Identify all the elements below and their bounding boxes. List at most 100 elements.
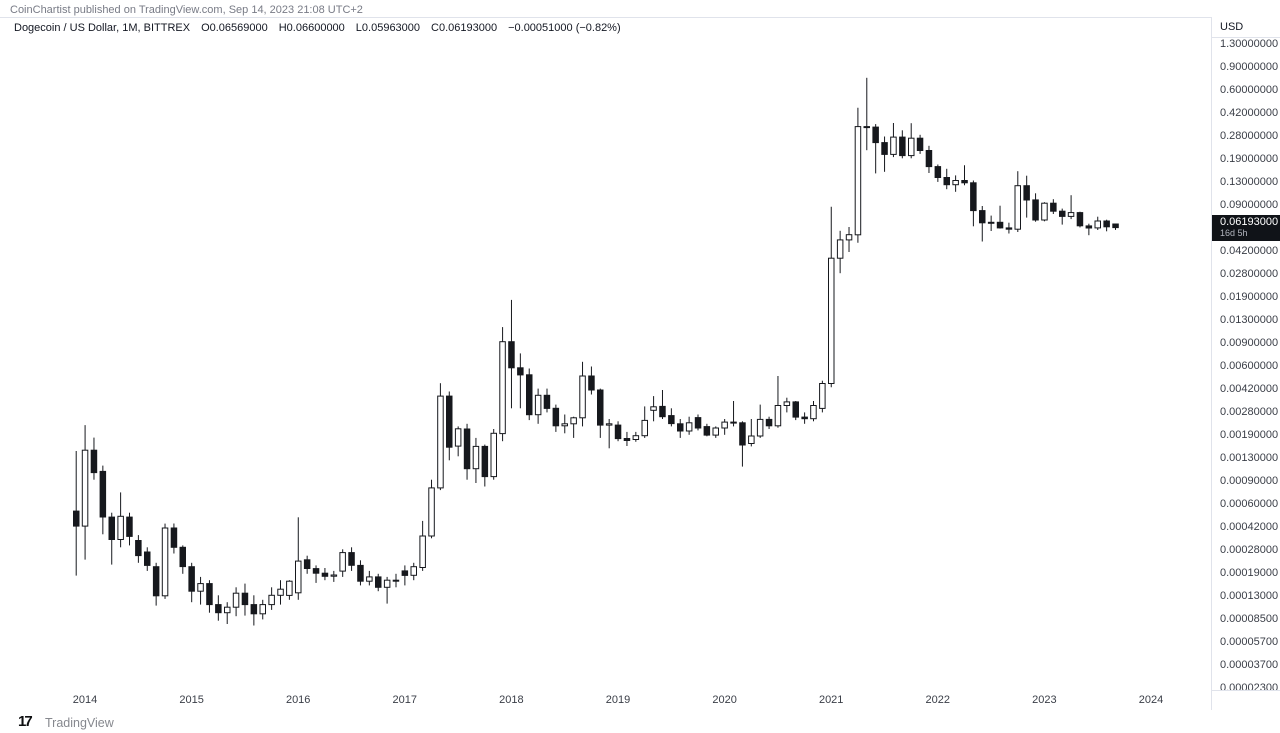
price-tick-label: 0.00002300 <box>1220 682 1279 694</box>
candle-2017-09 <box>472 437 480 483</box>
candle-2020-12 <box>819 380 826 413</box>
candle-2014-07 <box>135 535 142 563</box>
candle-2020-04 <box>748 419 755 447</box>
candle-2017-12 <box>499 327 506 442</box>
candle-2021-02 <box>836 230 844 274</box>
candle-2023-06 <box>1085 223 1093 236</box>
candle-2023-08 <box>1103 219 1110 232</box>
candle-2020-06 <box>765 416 773 429</box>
candle-2014-05 <box>117 492 124 548</box>
candle-2019-12 <box>712 426 719 438</box>
candle-2017-11 <box>490 429 497 480</box>
candle-2018-01 <box>508 299 515 409</box>
candle-2018-05 <box>543 388 551 413</box>
candle-2015-05 <box>224 602 231 624</box>
price-tick-label: 0.01900000 <box>1220 291 1279 303</box>
price-tick-label: 0.00042000 <box>1220 521 1279 533</box>
candle-2023-02 <box>1050 199 1057 214</box>
candle-2015-01 <box>188 562 195 603</box>
candle-2017-07 <box>454 426 462 457</box>
price-axis-unit: USD <box>1220 21 1244 33</box>
price-tick-label: 0.00008500 <box>1220 613 1279 625</box>
year-tick-label-2014: 2014 <box>72 694 98 706</box>
candle-2014-09 <box>152 562 160 606</box>
price-tick-label: 0.00005700 <box>1220 636 1279 648</box>
price-tick-label: 0.00090000 <box>1220 475 1279 487</box>
year-tick-label-2015: 2015 <box>179 694 204 706</box>
candle-2017-04 <box>428 479 435 539</box>
price-tick-label: 0.13000000 <box>1220 176 1279 188</box>
candle-2016-09 <box>366 570 373 586</box>
candle-2022-12 <box>1032 193 1039 222</box>
candle-2020-10 <box>801 412 808 424</box>
candle-2020-11 <box>810 401 817 422</box>
candle-2022-07 <box>987 215 995 231</box>
candle-2018-02 <box>517 353 524 409</box>
price-tick-label: 0.00028000 <box>1220 544 1279 556</box>
candle-2018-10 <box>588 366 595 395</box>
candle-2016-01 <box>295 517 302 600</box>
candle-2021-03 <box>845 227 853 252</box>
candle-2016-04 <box>321 568 329 581</box>
candle-2016-07 <box>348 547 355 571</box>
candle-2018-12 <box>605 419 613 449</box>
candle-2015-11 <box>277 580 284 605</box>
candlestick-chart-pane[interactable] <box>0 0 1211 690</box>
price-axis-separator <box>1211 17 1212 710</box>
price-axis[interactable]: USD 1.30000000 0.90000000 0.60000000 0.4200… <box>1211 17 1280 694</box>
candle-2021-04 <box>854 107 862 243</box>
candle-2020-07 <box>774 376 782 428</box>
candle-2022-11 <box>1023 175 1030 218</box>
price-tick-label: 0.00420000 <box>1220 383 1279 395</box>
tradingview-logo-text[interactable]: TradingView <box>45 716 114 730</box>
candle-2014-01 <box>81 425 89 560</box>
price-tick-label: 0.00003700 <box>1220 659 1279 671</box>
candle-2018-11 <box>597 388 604 438</box>
candle-2017-08 <box>463 423 471 480</box>
candle-2016-02 <box>303 555 311 574</box>
ohlc-open: O0.06569000 <box>201 22 268 34</box>
price-axis-unit-separator <box>1211 37 1280 38</box>
candle-2018-06 <box>552 404 560 432</box>
candle-2021-06 <box>872 124 879 174</box>
price-tick-label: 0.04200000 <box>1220 245 1279 257</box>
candle-2014-06 <box>126 512 133 546</box>
tradingview-logo-icon[interactable]: 17 <box>18 713 33 730</box>
candle-2022-01 <box>934 164 942 182</box>
year-tick-label-2021: 2021 <box>818 694 844 706</box>
candle-2016-06 <box>339 549 346 577</box>
candle-2020-05 <box>756 404 764 438</box>
candle-2015-09 <box>259 599 266 620</box>
price-tick-label: 0.42000000 <box>1220 107 1279 119</box>
price-tick-label: 0.19000000 <box>1220 153 1279 165</box>
last-price-badge: 0.06193000 16d 5h <box>1212 215 1280 241</box>
time-axis[interactable]: 2014 2015 2016 2017 2018 2019 2020 2021 2022 2023… <box>0 690 1211 710</box>
candle-2016-08 <box>357 560 364 586</box>
price-tick-label: 0.00190000 <box>1220 429 1279 441</box>
candle-2021-09 <box>899 130 906 159</box>
footer-bar: 17 TradingView <box>0 710 1280 733</box>
candle-2014-12 <box>179 545 186 574</box>
candle-2017-02 <box>410 562 417 581</box>
candle-2014-11 <box>170 523 178 554</box>
price-tick-label: 0.60000000 <box>1220 84 1279 96</box>
year-tick-label-2018: 2018 <box>499 694 524 706</box>
candle-2022-06 <box>979 206 986 242</box>
price-tick-label: 0.90000000 <box>1220 61 1279 73</box>
candle-2019-01 <box>614 421 622 442</box>
candle-2019-05 <box>650 396 657 422</box>
candle-2018-07 <box>561 414 568 434</box>
candle-2023-04 <box>1067 195 1075 220</box>
ohlc-change: −0.00051000 (−0.82%) <box>508 22 621 34</box>
candle-2016-10 <box>375 573 382 592</box>
candle-2015-04 <box>215 595 222 621</box>
candle-2016-05 <box>330 570 338 582</box>
bar-countdown: 16d 5h <box>1220 228 1248 238</box>
candle-2021-11 <box>916 134 924 154</box>
candle-2015-10 <box>268 587 275 610</box>
symbol-ohlc-row: Dogecoin / US Dollar, 1M, BITTREX O0.0656… <box>14 22 632 34</box>
year-tick-label-2016: 2016 <box>285 694 311 706</box>
candle-2022-09 <box>1005 222 1013 234</box>
candle-2022-08 <box>996 205 1004 229</box>
